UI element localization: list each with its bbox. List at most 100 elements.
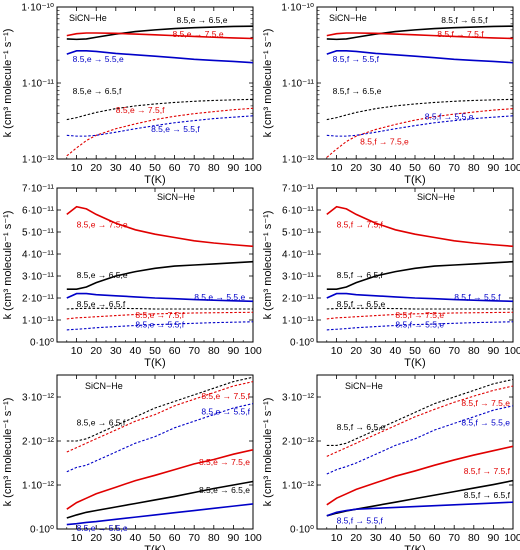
x-tick-label: 30 (370, 162, 382, 174)
y-tick-label: 3·10⁻¹² (22, 393, 55, 404)
series-line-8-5-f-to-6-5-e (326, 307, 513, 310)
series-line-8-5-e-to-7-5-f (66, 381, 253, 453)
series-label-8-5-f-to-5-5-f: 8.5,f → 5.5,f (454, 292, 501, 302)
series-label-8-5-e-to-6-5-e: 8.5,e → 6.5,e (77, 270, 128, 280)
x-axis-label: T(K) (404, 174, 425, 186)
y-tick-label: 7·10⁻¹¹ (282, 184, 315, 195)
x-tick-label: 90 (488, 162, 500, 174)
x-tick-label: 90 (488, 532, 500, 544)
x-tick-label: 90 (228, 162, 240, 174)
series-group (326, 205, 513, 331)
chart-panel-p4: 10 20 30 40 50 60 70 80 90 100 0·10⁰ 1·10⁻¹¹ 2·10⁻¹¹… (262, 184, 520, 370)
x-tick-label: 80 (468, 532, 480, 544)
series-line-8-5-e-to-5-5-f (66, 321, 253, 331)
x-tick-label: 70 (188, 345, 200, 357)
x-tick-label: 70 (188, 532, 200, 544)
series-line-8-5-e-to-7-5-e (66, 449, 253, 510)
y-tick-label: 4·10⁻¹¹ (22, 250, 55, 261)
panel-system-label: SiCN−He (329, 13, 367, 23)
x-tick-label: 30 (370, 532, 382, 544)
x-tick-label: 40 (390, 162, 402, 174)
y-tick-label: 2·10⁻¹¹ (282, 294, 315, 305)
x-tick-label: 10 (331, 162, 343, 174)
series-line-8-5-f-to-5-5-e (326, 405, 513, 475)
x-axis-label: T(K) (144, 357, 165, 369)
series-line-8-5-f-to-5-5-f (326, 292, 513, 303)
series-label-8-5-e-to-7-5-e: 8.5,e → 7.5,e (173, 29, 224, 39)
y-tick-label: 5·10⁻¹¹ (282, 228, 315, 239)
series-line-8-5-f-to-7-5-f (326, 445, 513, 506)
y-tick-label: 1·10⁻¹² (282, 481, 315, 492)
x-tick-label: 50 (149, 345, 161, 357)
x-tick-label: 20 (350, 345, 362, 357)
y-tick-label: 5·10⁻¹¹ (22, 228, 55, 239)
series-label-8-5-f-to-6-5-f: 8.5,f → 6.5,f (441, 15, 488, 25)
series-line-8-5-e-to-5-5-f (66, 115, 253, 137)
y-tick-label: 0·10⁰ (30, 525, 54, 536)
series-label-8-5-f-to-6-5-e: 8.5,f → 6.5,e (337, 422, 386, 432)
x-tick-label: 20 (90, 532, 102, 544)
series-label-8-5-e-to-5-5-f: 8.5,e → 5.5,f (135, 320, 184, 330)
series-label-8-5-e-to-5-5-e: 8.5,e → 5.5,e (73, 54, 124, 64)
x-tick-label: 80 (468, 345, 480, 357)
chart-panel-p5: 10 20 30 40 50 60 70 80 90 100 0·10⁰ 1·10⁻¹² 2·10⁻¹²… (2, 374, 262, 550)
series-line-8-5-e-to-5-5-e (66, 50, 253, 64)
series-line-8-5-f-to-7-5-f (326, 32, 513, 40)
x-tick-label: 50 (409, 345, 421, 357)
x-tick-label: 80 (208, 532, 220, 544)
x-tick-label: 50 (149, 532, 161, 544)
series-line-8-5-e-to-6-5-e (66, 260, 253, 291)
x-tick-label: 50 (149, 162, 161, 174)
y-tick-label: 7·10⁻¹¹ (22, 184, 55, 195)
series-label-8-5-f-to-5-5-e: 8.5,f → 5.5,e (461, 418, 510, 428)
x-tick-label: 100 (504, 162, 520, 174)
series-group (66, 205, 253, 331)
series-label-8-5-f-to-5-5-e: 8.5,f → 5.5,e (395, 320, 444, 330)
series-line-8-5-e-to-7-5-f (66, 107, 253, 157)
chart-panel-p2: 10 20 30 40 50 60 70 80 90 100 1·10⁻¹² 1·10⁻¹¹ 1·10⁻… (262, 3, 520, 187)
panel-system-label: SiCN−He (345, 381, 383, 391)
x-tick-label: 60 (429, 532, 441, 544)
y-tick-label: 1·10⁻¹² (22, 155, 55, 166)
panel-system-label: SiCN−He (85, 381, 123, 391)
series-label-8-5-e-to-7-5-f: 8.5,e → 7.5,f (116, 105, 165, 115)
x-tick-label: 90 (228, 532, 240, 544)
series-label-8-5-f-to-7-5-f: 8.5,f → 7.5,f (437, 29, 484, 39)
series-label-8-5-f-to-6-5-e: 8.5,f → 6.5,e (333, 86, 382, 96)
x-tick-label: 20 (350, 532, 362, 544)
series-line-8-5-e-to-6-5-e (66, 25, 253, 41)
x-axis-label: T(K) (404, 357, 425, 369)
series-line-8-5-f-to-7-5-e (326, 108, 513, 158)
series-label-8-5-f-to-7-5-f: 8.5,f → 7.5,f (464, 466, 511, 476)
chart-panel-p6: 10 20 30 40 50 60 70 80 90 100 0·10⁰ 1·10⁻¹² 2·10⁻¹²… (262, 374, 520, 550)
series-line-8-5-e-to-7-5-e (66, 32, 253, 40)
panel-system-label: SiCN−He (417, 192, 455, 202)
x-tick-label: 70 (448, 532, 460, 544)
x-tick-label: 40 (390, 345, 402, 357)
x-tick-label: 100 (244, 532, 262, 544)
y-tick-label: 1·10⁻¹⁰ (21, 3, 54, 14)
x-tick-label: 30 (110, 162, 122, 174)
series-line-8-5-e-to-5-5-e (66, 292, 253, 303)
series-label-8-5-f-to-5-5-e: 8.5,f → 5.5,e (425, 112, 474, 122)
series-label-8-5-f-to-5-5-f: 8.5,f → 5.5,f (333, 54, 380, 64)
series-line-8-5-f-to-5-5-e (326, 115, 513, 137)
series-label-8-5-f-to-6-5-f: 8.5,f → 6.5,f (337, 270, 384, 280)
series-label-8-5-e-to-7-5-e: 8.5,e → 7.5,e (199, 457, 250, 467)
x-tick-label: 10 (331, 532, 343, 544)
y-tick-label: 6·10⁻¹¹ (282, 206, 315, 217)
series-label-8-5-e-to-7-5-f: 8.5,e → 7.5,f (135, 310, 184, 320)
series-group (66, 376, 253, 526)
series-line-8-5-f-to-7-5-e (326, 385, 513, 457)
y-tick-label: 1·10⁻¹¹ (22, 79, 55, 90)
panel-system-label: SiCN−He (157, 192, 195, 202)
y-tick-label: 0·10⁰ (290, 338, 314, 349)
series-label-8-5-e-to-6-5-f: 8.5,e → 6.5,f (77, 418, 126, 428)
series-line-8-5-e-to-6-5-e (66, 480, 253, 519)
series-line-8-5-f-to-7-5-e (326, 311, 513, 320)
series-label-8-5-f-to-7-5-f: 8.5,f → 7.5,f (337, 220, 384, 230)
y-axis-label: k (cm³ molecule⁻¹ s⁻¹) (262, 29, 274, 138)
x-tick-label: 80 (468, 162, 480, 174)
x-tick-label: 10 (71, 532, 83, 544)
x-tick-label: 80 (208, 345, 220, 357)
